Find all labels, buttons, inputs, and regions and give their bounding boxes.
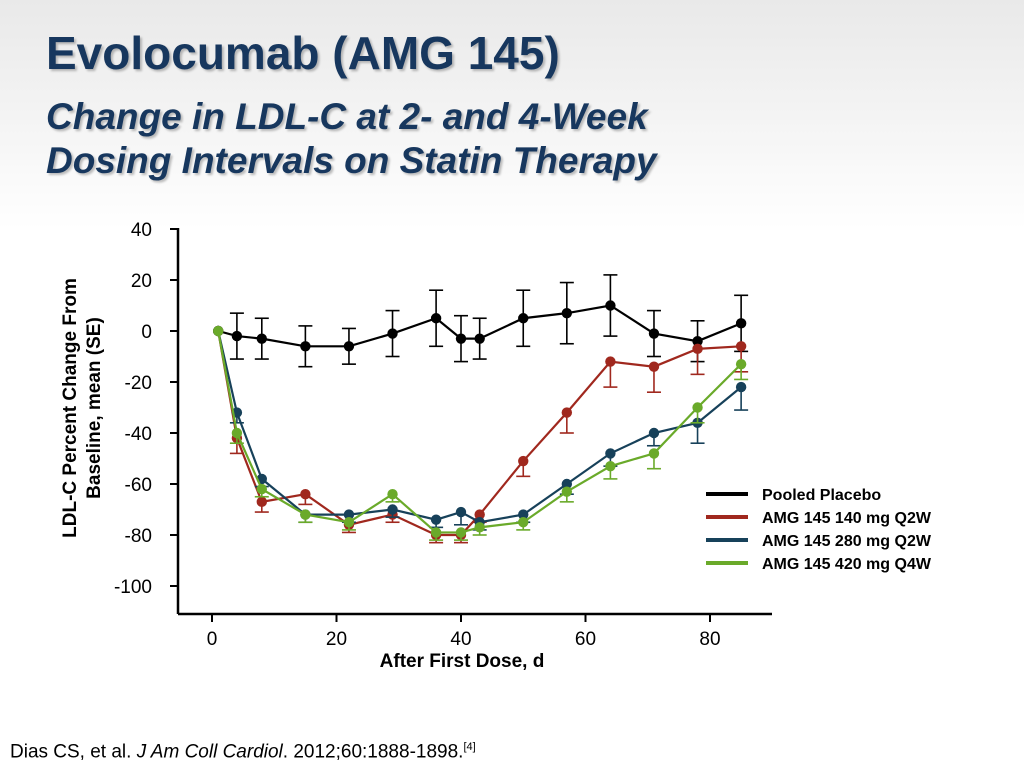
legend-label-0: Pooled Placebo	[762, 487, 881, 504]
series-1-point	[474, 509, 485, 520]
series-1-point	[735, 341, 747, 352]
y-axis-label-line: LDL-C Percent Change From	[60, 278, 81, 538]
series-1-point	[300, 489, 311, 500]
legend-label-2: AMG 145 280 mg Q2W	[762, 533, 932, 550]
legend-label-1: AMG 145 140 mg Q2W	[762, 510, 932, 527]
y-tick-label: -100	[114, 577, 152, 598]
series-0-point	[518, 313, 529, 324]
series-1-point	[518, 455, 529, 467]
series-0-point	[455, 333, 467, 344]
series-3-point	[518, 517, 529, 528]
series-2-point	[518, 509, 529, 520]
series-0-point	[343, 341, 355, 352]
x-tick-label: 80	[699, 629, 720, 650]
series-1-point	[256, 496, 267, 508]
series-3-point	[213, 325, 224, 337]
x-tick-label: 40	[450, 629, 471, 650]
citation-details: . 2012;60:1888-1898.	[282, 741, 464, 763]
y-tick-label: -60	[125, 475, 152, 496]
legend-label-3: AMG 145 420 mg Q4W	[762, 556, 932, 573]
series-2-point	[605, 448, 616, 459]
citation-authors: Dias CS, et al.	[10, 741, 132, 763]
series-1-point	[561, 407, 573, 418]
series-0-point	[300, 341, 311, 352]
y-tick-label: -20	[125, 373, 152, 394]
y-tick-label: -80	[125, 526, 152, 547]
series-3-point	[343, 517, 355, 528]
series-0-point	[648, 328, 660, 339]
y-tick-label: -40	[125, 424, 152, 445]
series-2-point	[387, 504, 398, 515]
series-0-point	[561, 307, 573, 319]
series-1-line	[217, 330, 742, 537]
citation-ref: [4]	[463, 741, 476, 753]
x-tick-label: 20	[326, 629, 347, 650]
series-3-point	[648, 448, 660, 459]
series-1-point	[605, 356, 616, 367]
series-3-point	[231, 427, 243, 439]
series-3-point	[561, 486, 573, 497]
series-3-point	[387, 489, 398, 500]
x-axis-label: After First Dose, d	[380, 651, 545, 672]
series-0-point	[605, 300, 616, 311]
slide-subtitle: Change in LDL-C at 2- and 4-Week Dosing …	[46, 95, 657, 184]
series-3-point	[692, 402, 703, 413]
series-2-point	[735, 381, 747, 393]
series-0-point	[474, 333, 485, 344]
series-1-point	[692, 343, 703, 355]
series-1-point	[648, 361, 660, 372]
series-0-point	[692, 336, 703, 347]
series-0-point	[231, 330, 243, 342]
subtitle-line-2: Dosing Intervals on Statin Therapy	[46, 140, 657, 182]
series-2-point	[430, 514, 442, 525]
series-2-point	[455, 506, 467, 518]
y-tick-label: 0	[141, 322, 152, 343]
citation-journal: J Am Coll Cardiol	[136, 741, 283, 763]
x-tick-label: 60	[575, 629, 596, 650]
ldl-change-chart: 40 20 0 -20 -40 -60 -80 -100 0 20 40 60 80 After Firs…	[60, 220, 932, 672]
y-axis-label: LDL-C Percent Change From Baseline, mean …	[60, 278, 105, 538]
series-3-point	[256, 483, 267, 495]
slide-title: Evolocumab (AMG 145)	[46, 27, 560, 79]
series-0-point	[735, 318, 747, 329]
series-0-point	[387, 328, 398, 339]
series-2-point	[648, 427, 660, 439]
y-tick-label: 20	[131, 271, 152, 292]
series-3-point	[474, 522, 485, 533]
subtitle-line-1: Change in LDL-C at 2- and 4-Week	[46, 96, 648, 137]
series-0-point	[256, 333, 267, 344]
series-3-point	[300, 509, 311, 520]
citation: Dias CS, et al. J Am Coll Cardiol. 2012;…	[10, 741, 476, 763]
series-3-point	[455, 527, 467, 538]
series-3-point	[430, 527, 442, 538]
x-tick-label: 0	[207, 629, 218, 650]
series-2-point	[561, 478, 573, 490]
series-3-point	[605, 460, 616, 472]
y-axis-label-line: Baseline, mean (SE)	[84, 317, 105, 499]
series-3-point	[735, 358, 747, 370]
series-0-point	[430, 313, 442, 324]
y-tick-label: 40	[131, 220, 152, 241]
series-2-point	[343, 509, 355, 520]
